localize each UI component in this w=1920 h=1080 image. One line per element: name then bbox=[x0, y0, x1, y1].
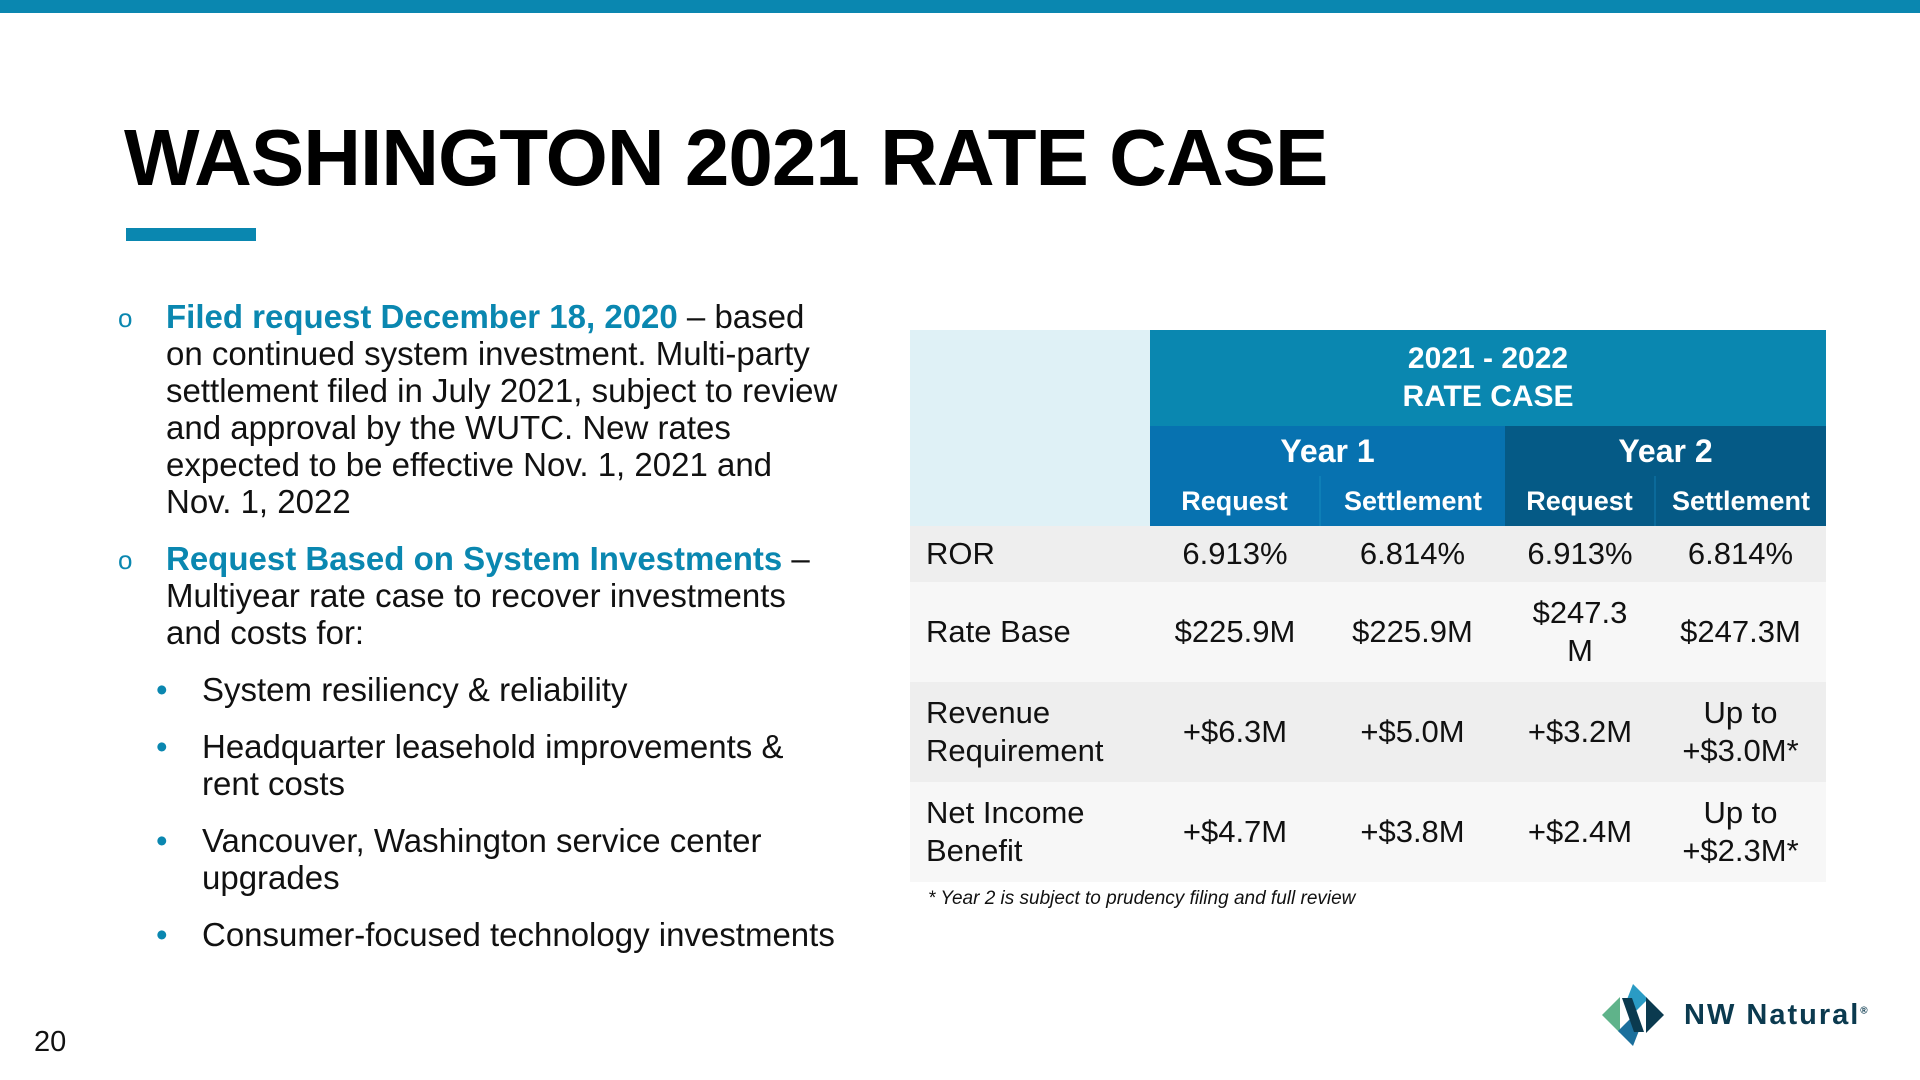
sub-bullet-text: Vancouver, Washington service center upg… bbox=[202, 822, 762, 896]
dot-bullet-icon: • bbox=[156, 822, 168, 859]
nw-natural-logo-icon bbox=[1602, 984, 1664, 1046]
row-label-line: Net Income bbox=[926, 795, 1085, 830]
dot-bullet-icon: • bbox=[156, 916, 168, 953]
year2-settlement-header: Settlement bbox=[1654, 476, 1826, 526]
table-cell: $225.9M bbox=[1150, 582, 1320, 682]
title-underline bbox=[126, 228, 256, 241]
table-cell: +$4.7M bbox=[1150, 782, 1320, 882]
cell-line: Up to bbox=[1703, 695, 1778, 730]
bullet-filed-request: o Filed request December 18, 2020 – base… bbox=[118, 298, 838, 520]
row-label: Net Income Benefit bbox=[910, 782, 1150, 882]
sub-bullet-text: Headquarter leasehold improvements & ren… bbox=[202, 728, 784, 802]
header-rate-case: RATE CASE bbox=[1402, 380, 1574, 413]
company-logo: NW Natural® bbox=[1600, 982, 1870, 1048]
page-number: 20 bbox=[34, 1026, 67, 1058]
sub-bullet: • Consumer-focused technology investment… bbox=[118, 916, 838, 953]
year1-settlement-header: Settlement bbox=[1319, 476, 1505, 526]
sub-bullet: • System resiliency & reliability bbox=[118, 671, 838, 708]
bullet-text: – Multiyear rate case to recover investm… bbox=[166, 540, 810, 651]
table-cell: $247.3M bbox=[1655, 582, 1826, 682]
year2-request-header: Request bbox=[1505, 476, 1655, 526]
table-row-rate-base: Rate Base $225.9M $225.9M $247.3 M $247.… bbox=[910, 582, 1826, 682]
circle-bullet-icon: o bbox=[118, 303, 133, 333]
sub-bullet: • Vancouver, Washington service center u… bbox=[118, 822, 838, 896]
bullet-highlight: Request Based on System Investments bbox=[166, 540, 783, 577]
sub-bullet-text: System resiliency & reliability bbox=[202, 671, 628, 708]
year1-request-header: Request bbox=[1150, 476, 1320, 526]
bullet-highlight: Filed request December 18, 2020 bbox=[166, 298, 678, 335]
rate-case-table: 2021 - 2022 RATE CASE Year 1 Year 2 Requ… bbox=[910, 330, 1826, 882]
year1-header: Year 1 bbox=[1150, 426, 1505, 476]
row-label-line: Requirement bbox=[926, 733, 1104, 768]
row-label: Rate Base bbox=[910, 582, 1150, 682]
row-label-line: Revenue bbox=[926, 695, 1051, 730]
table-cell: Up to +$2.3M* bbox=[1655, 782, 1826, 882]
slide-title: WASHINGTON 2021 RATE CASE bbox=[124, 113, 1328, 202]
table-cell: +$5.0M bbox=[1320, 682, 1505, 782]
dot-bullet-icon: • bbox=[156, 671, 168, 708]
logo-text: NW Natural bbox=[1684, 998, 1861, 1031]
table-footnote: * Year 2 is subject to prudency filing a… bbox=[928, 888, 1356, 909]
registered-mark: ® bbox=[1860, 1004, 1870, 1016]
table-main-header: 2021 - 2022 RATE CASE bbox=[1150, 330, 1826, 426]
table-cell: +$2.4M bbox=[1505, 782, 1655, 882]
table-cell: 6.913% bbox=[1505, 526, 1655, 582]
table-cell: Up to +$3.0M* bbox=[1655, 682, 1826, 782]
table-cell: 6.913% bbox=[1150, 526, 1320, 582]
bullet-list: o Filed request December 18, 2020 – base… bbox=[118, 298, 838, 973]
cell-line: +$2.3M* bbox=[1682, 833, 1799, 868]
year2-header: Year 2 bbox=[1505, 426, 1826, 476]
table-corner-cell bbox=[910, 330, 1150, 526]
cell-line: $247.3 bbox=[1532, 595, 1628, 630]
sub-bullet-text: Consumer-focused technology investments bbox=[202, 916, 835, 953]
row-label: ROR bbox=[910, 526, 1150, 582]
table-row-ror: ROR 6.913% 6.814% 6.913% 6.814% bbox=[910, 526, 1826, 582]
bullet-system-investments: o Request Based on System Investments – … bbox=[118, 540, 838, 651]
sub-bullet: • Headquarter leasehold improvements & r… bbox=[118, 728, 838, 802]
table-cell: $247.3 M bbox=[1505, 582, 1655, 682]
cell-line: M bbox=[1567, 633, 1593, 668]
bullet-text: – based on continued system investment. … bbox=[166, 298, 838, 520]
cell-line: Up to bbox=[1703, 795, 1778, 830]
circle-bullet-icon: o bbox=[118, 545, 133, 575]
cell-line: +$3.0M* bbox=[1682, 733, 1799, 768]
table-row-revenue-requirement: Revenue Requirement +$6.3M +$5.0M +$3.2M… bbox=[910, 682, 1826, 782]
table-cell: 6.814% bbox=[1320, 526, 1505, 582]
table-cell: +$3.8M bbox=[1320, 782, 1505, 882]
row-label: Revenue Requirement bbox=[910, 682, 1150, 782]
table-row-net-income-benefit: Net Income Benefit +$4.7M +$3.8M +$2.4M … bbox=[910, 782, 1826, 882]
table-cell: $225.9M bbox=[1320, 582, 1505, 682]
logo-wordmark: NW Natural® bbox=[1684, 999, 1870, 1032]
table-cell: 6.814% bbox=[1655, 526, 1826, 582]
row-label-line: Benefit bbox=[926, 833, 1023, 868]
dot-bullet-icon: • bbox=[156, 728, 168, 765]
table-cell: +$3.2M bbox=[1505, 682, 1655, 782]
top-accent-bar bbox=[0, 0, 1920, 13]
header-years: 2021 - 2022 bbox=[1407, 342, 1569, 375]
table-cell: +$6.3M bbox=[1150, 682, 1320, 782]
